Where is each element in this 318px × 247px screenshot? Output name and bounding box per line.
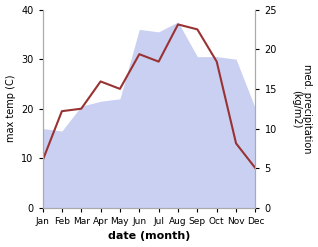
Y-axis label: med. precipitation
(kg/m2): med. precipitation (kg/m2) (291, 64, 313, 153)
X-axis label: date (month): date (month) (108, 231, 190, 242)
Y-axis label: max temp (C): max temp (C) (5, 75, 16, 143)
